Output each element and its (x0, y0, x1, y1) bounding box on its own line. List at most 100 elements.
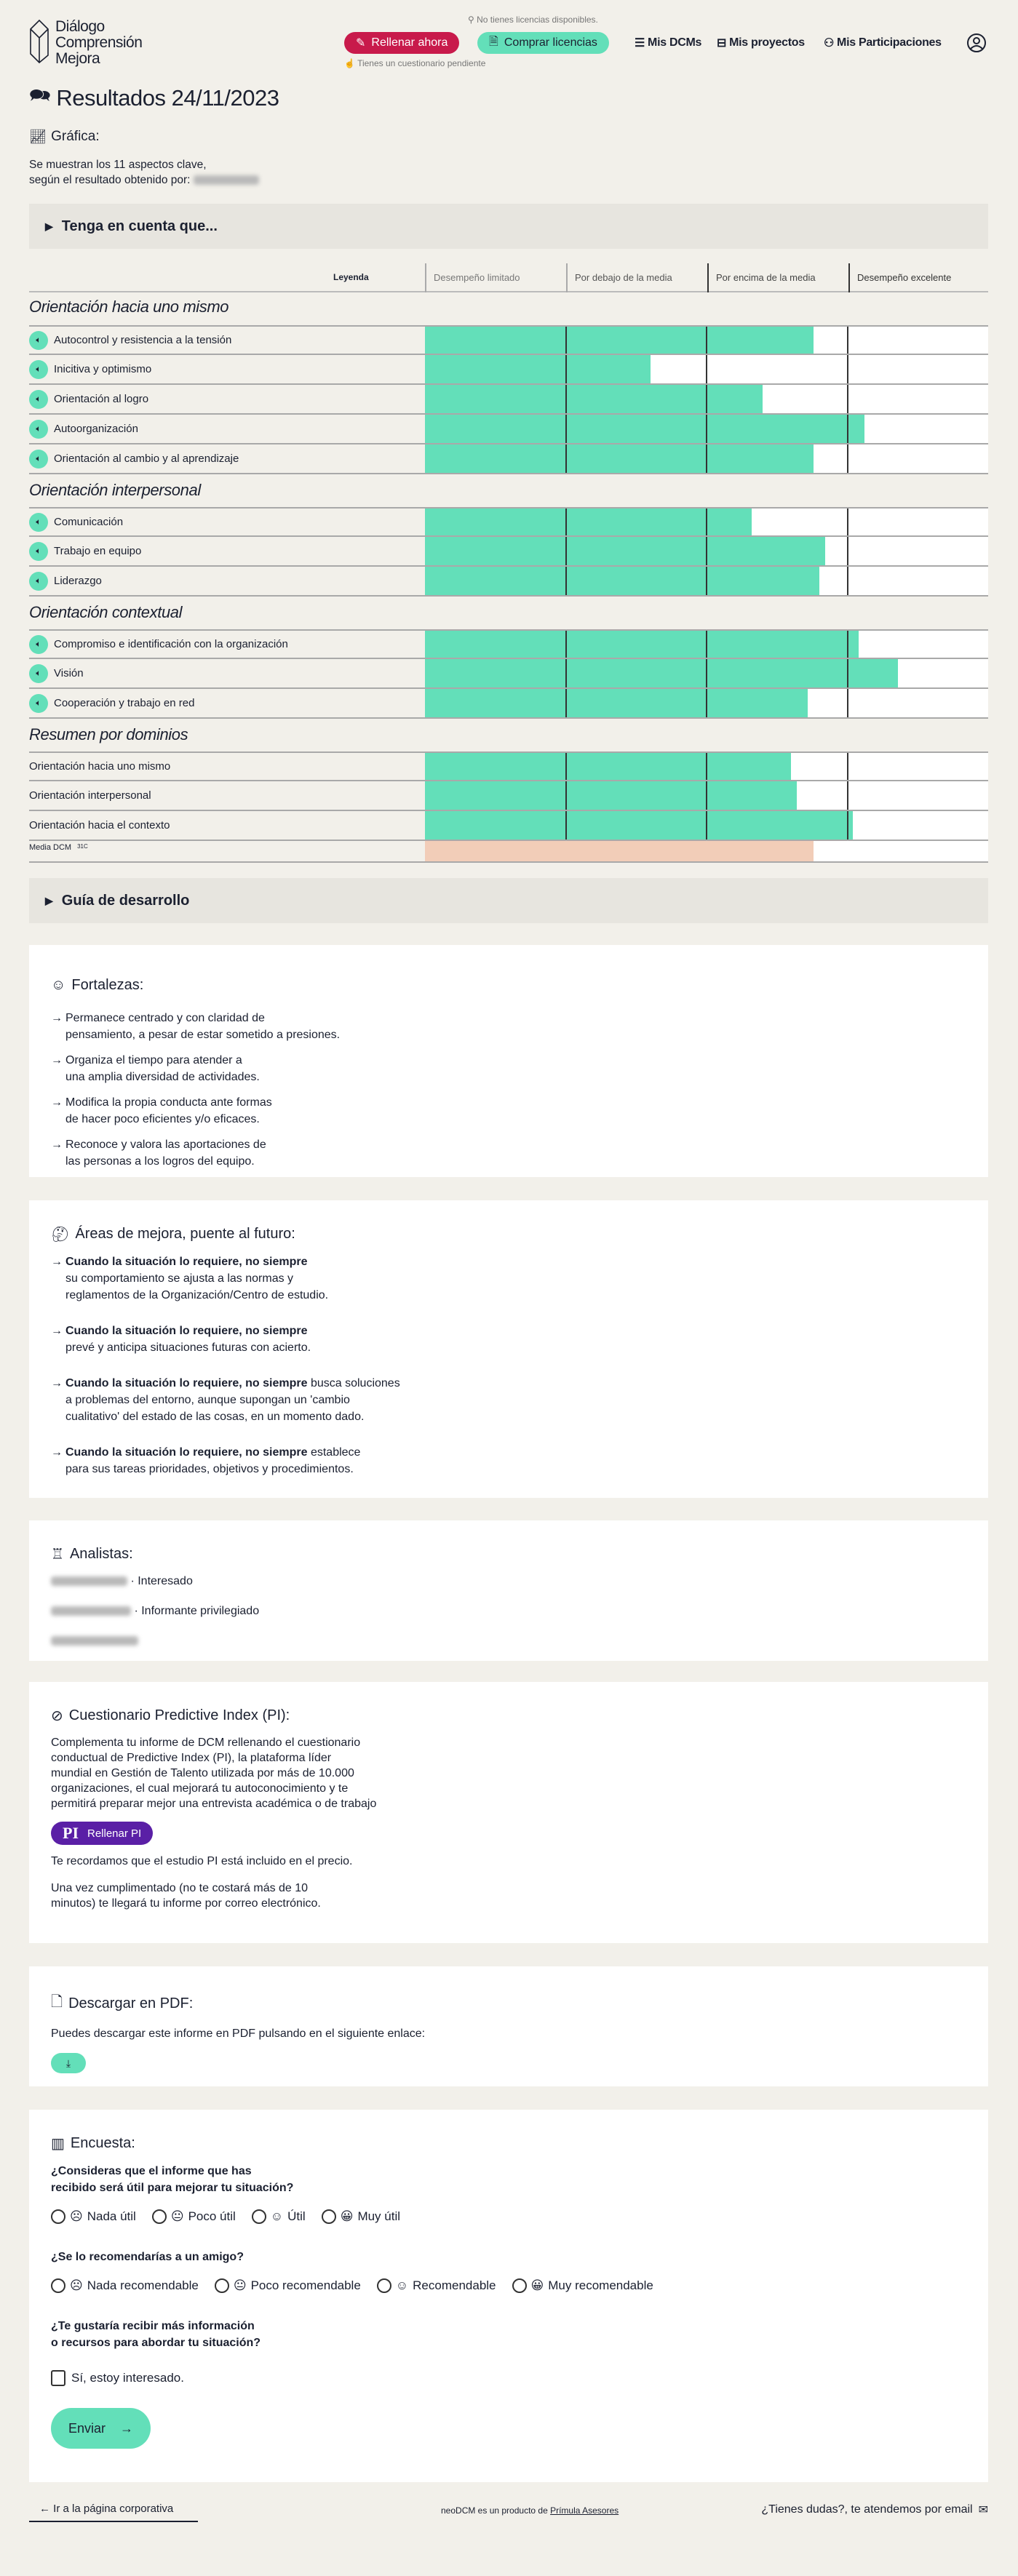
speaker-icon[interactable]: 🔈︎ (29, 330, 48, 350)
radio-option[interactable]: ☹ Nada útil (51, 2209, 136, 2224)
speaker-icon[interactable]: 🔈︎ (29, 541, 48, 561)
band-divider (706, 415, 707, 443)
strength-line: una amplia diversidad de actividades. (65, 1071, 260, 1083)
strength-line: Organiza el tiempo para atender a (65, 1054, 242, 1066)
radio-option[interactable]: 😀︎ Muy recomendable (512, 2278, 653, 2293)
row-label: Orientación interpersonal (29, 781, 425, 810)
analyst-row: · Informante privilegiado (51, 1603, 966, 1619)
interested-checkbox[interactable]: Sí, estoy interesado. (51, 2370, 966, 2386)
radio-option[interactable]: 😐︎ Poco recomendable (214, 2278, 361, 2293)
band-divider (565, 385, 567, 413)
band-divider (565, 355, 567, 383)
domain-heading: Orientación hacia uno mismo (29, 298, 229, 316)
improvement-inline: establece (307, 1446, 361, 1459)
recommend-radio-group: ☹ Nada recomendable 😐︎ Poco recomendable ☺ Re… (51, 2278, 966, 2293)
smile-icon: ☺ (51, 977, 66, 993)
nav-mis-participaciones[interactable]: ⚇ Mis Participaciones (824, 36, 942, 50)
corporate-page-link[interactable]: ← Ir a la página corporativa (29, 2503, 198, 2522)
band-divider (565, 567, 567, 595)
fill-now-button[interactable]: ✎ Rellenar ahora (344, 32, 460, 54)
speaker-icon[interactable]: 🔈︎ (29, 571, 48, 591)
fill-pi-button[interactable]: PI Rellenar PI (51, 1822, 154, 1845)
band-divider (706, 689, 707, 717)
pending-note[interactable]: ☝ Tienes un cuestionario pendiente (344, 58, 485, 68)
bar-fill (425, 811, 854, 840)
radio-circle[interactable] (512, 2278, 527, 2293)
row-label-text: Comunicación (54, 516, 124, 528)
logo-line: Mejora (55, 50, 100, 67)
radio-circle[interactable] (51, 2209, 65, 2224)
fortalezas-card: ☺ Fortalezas: → Permanece centrado y con c… (29, 945, 988, 1177)
speaker-icon[interactable]: 🔈︎ (29, 663, 48, 683)
band-divider (706, 509, 707, 535)
nav-label: Mis proyectos (729, 36, 805, 49)
list-icon: ☰ (635, 37, 645, 49)
radio-circle[interactable] (376, 2278, 391, 2293)
radio-circle[interactable] (321, 2209, 336, 2224)
band-divider (846, 753, 848, 780)
checkbox-label: Sí, estoy interesado. (71, 2371, 184, 2385)
bar-fill (425, 355, 651, 383)
checkbox-box[interactable] (51, 2370, 65, 2386)
radio-circle[interactable] (214, 2278, 229, 2293)
card-title: Cuestionario Predictive Index (PI): (68, 1707, 290, 1723)
radio-circle[interactable] (51, 2278, 65, 2293)
tenga-en-cuenta-toggle[interactable]: ▶ Tenga en cuenta que... (29, 204, 988, 249)
guia-desarrollo-toggle[interactable]: ▶ Guía de desarrollo (29, 878, 988, 923)
nav-mis-dcms[interactable]: ☰ Mis DCMs (635, 36, 701, 50)
pdf-file-icon: 🗋 (51, 1994, 63, 2010)
logo[interactable]: Diálogo Comprensión Mejora (29, 19, 143, 67)
pi-card: ⊘ Cuestionario Predictive Index (PI): Com… (29, 1682, 988, 1943)
analyst-row: · Interesado (51, 1574, 966, 1589)
submit-button[interactable]: Enviar → (51, 2408, 151, 2449)
speaker-icon[interactable]: 🔈︎ (29, 359, 48, 379)
arrow-right-icon: → (51, 1139, 63, 1151)
nav-mis-proyectos[interactable]: ⊟ Mis proyectos (717, 36, 805, 50)
radio-option[interactable]: 😐︎ Poco útil (151, 2209, 236, 2224)
nav-label: Mis DCMs (648, 36, 702, 49)
radio-option[interactable]: ☺ Recomendable (376, 2278, 496, 2293)
radio-option[interactable]: ☹ Nada recomendable (51, 2278, 199, 2293)
edit-icon: ✎ (356, 37, 366, 49)
row-label-text: Orientación hacia el contexto (29, 819, 170, 832)
card-title: Descargar en PDF: (68, 1995, 194, 2011)
fill-now-label: Rellenar ahora (371, 36, 448, 49)
primula-link[interactable]: Prímula Asesores (550, 2505, 619, 2516)
graph-heading-text: Gráfica: (51, 129, 100, 144)
bar-track (425, 415, 988, 443)
row-label: Media DCM 31C (29, 841, 425, 861)
speaker-icon[interactable]: 🔈︎ (29, 693, 48, 713)
speaker-icon[interactable]: 🔈︎ (29, 512, 48, 532)
card-title: Fortalezas: (71, 977, 144, 993)
band-divider (565, 689, 567, 717)
strength-line: de hacer poco eficientes y/o eficaces. (65, 1113, 260, 1125)
row-label: 🔈︎ Inicitiva y optimismo (29, 355, 425, 383)
band-divider (565, 781, 567, 810)
radio-option[interactable]: 😀︎ Muy útil (321, 2209, 400, 2224)
band-divider (846, 567, 848, 595)
speaker-icon[interactable]: 🔈︎ (29, 389, 48, 409)
chart-line-icon: 📈︎ (29, 129, 47, 145)
row-label: 🔈︎ Comunicación (29, 509, 425, 535)
speaker-icon[interactable]: 🔈︎ (29, 634, 48, 654)
radio-option[interactable]: ☺ Útil (251, 2209, 306, 2224)
user-account-icon[interactable] (966, 33, 987, 53)
radio-circle[interactable] (151, 2209, 167, 2224)
speaker-icon[interactable]: 🔈︎ (29, 419, 48, 439)
row-label-text: Orientación al cambio y al aprendizaje (54, 452, 239, 465)
analyst-role: · Interesado (130, 1575, 193, 1587)
speaker-icon[interactable]: 🔈︎ (29, 449, 48, 468)
contact-email-link[interactable]: ¿Tienes dudas?, te atendemos por email ✉ (761, 2503, 988, 2517)
band-divider (565, 659, 567, 687)
bar-track (425, 689, 988, 717)
face-icon: ☹ (70, 2278, 83, 2292)
row-label: Orientación hacia el contexto (29, 811, 425, 840)
row-label-text: Orientación hacia uno mismo (29, 760, 171, 773)
radio-circle[interactable] (251, 2209, 266, 2224)
license-note: ⚲ No tienes licencias disponibles. (468, 15, 598, 25)
analyst-row (51, 1633, 966, 1648)
bar-track (425, 385, 988, 413)
buy-licenses-button[interactable]: 🗎 Comprar licencias (477, 32, 609, 54)
download-pdf-button[interactable]: ⤓ (51, 2053, 86, 2073)
pi-line: mundial en Gestión de Talento utilizada … (51, 1767, 354, 1779)
